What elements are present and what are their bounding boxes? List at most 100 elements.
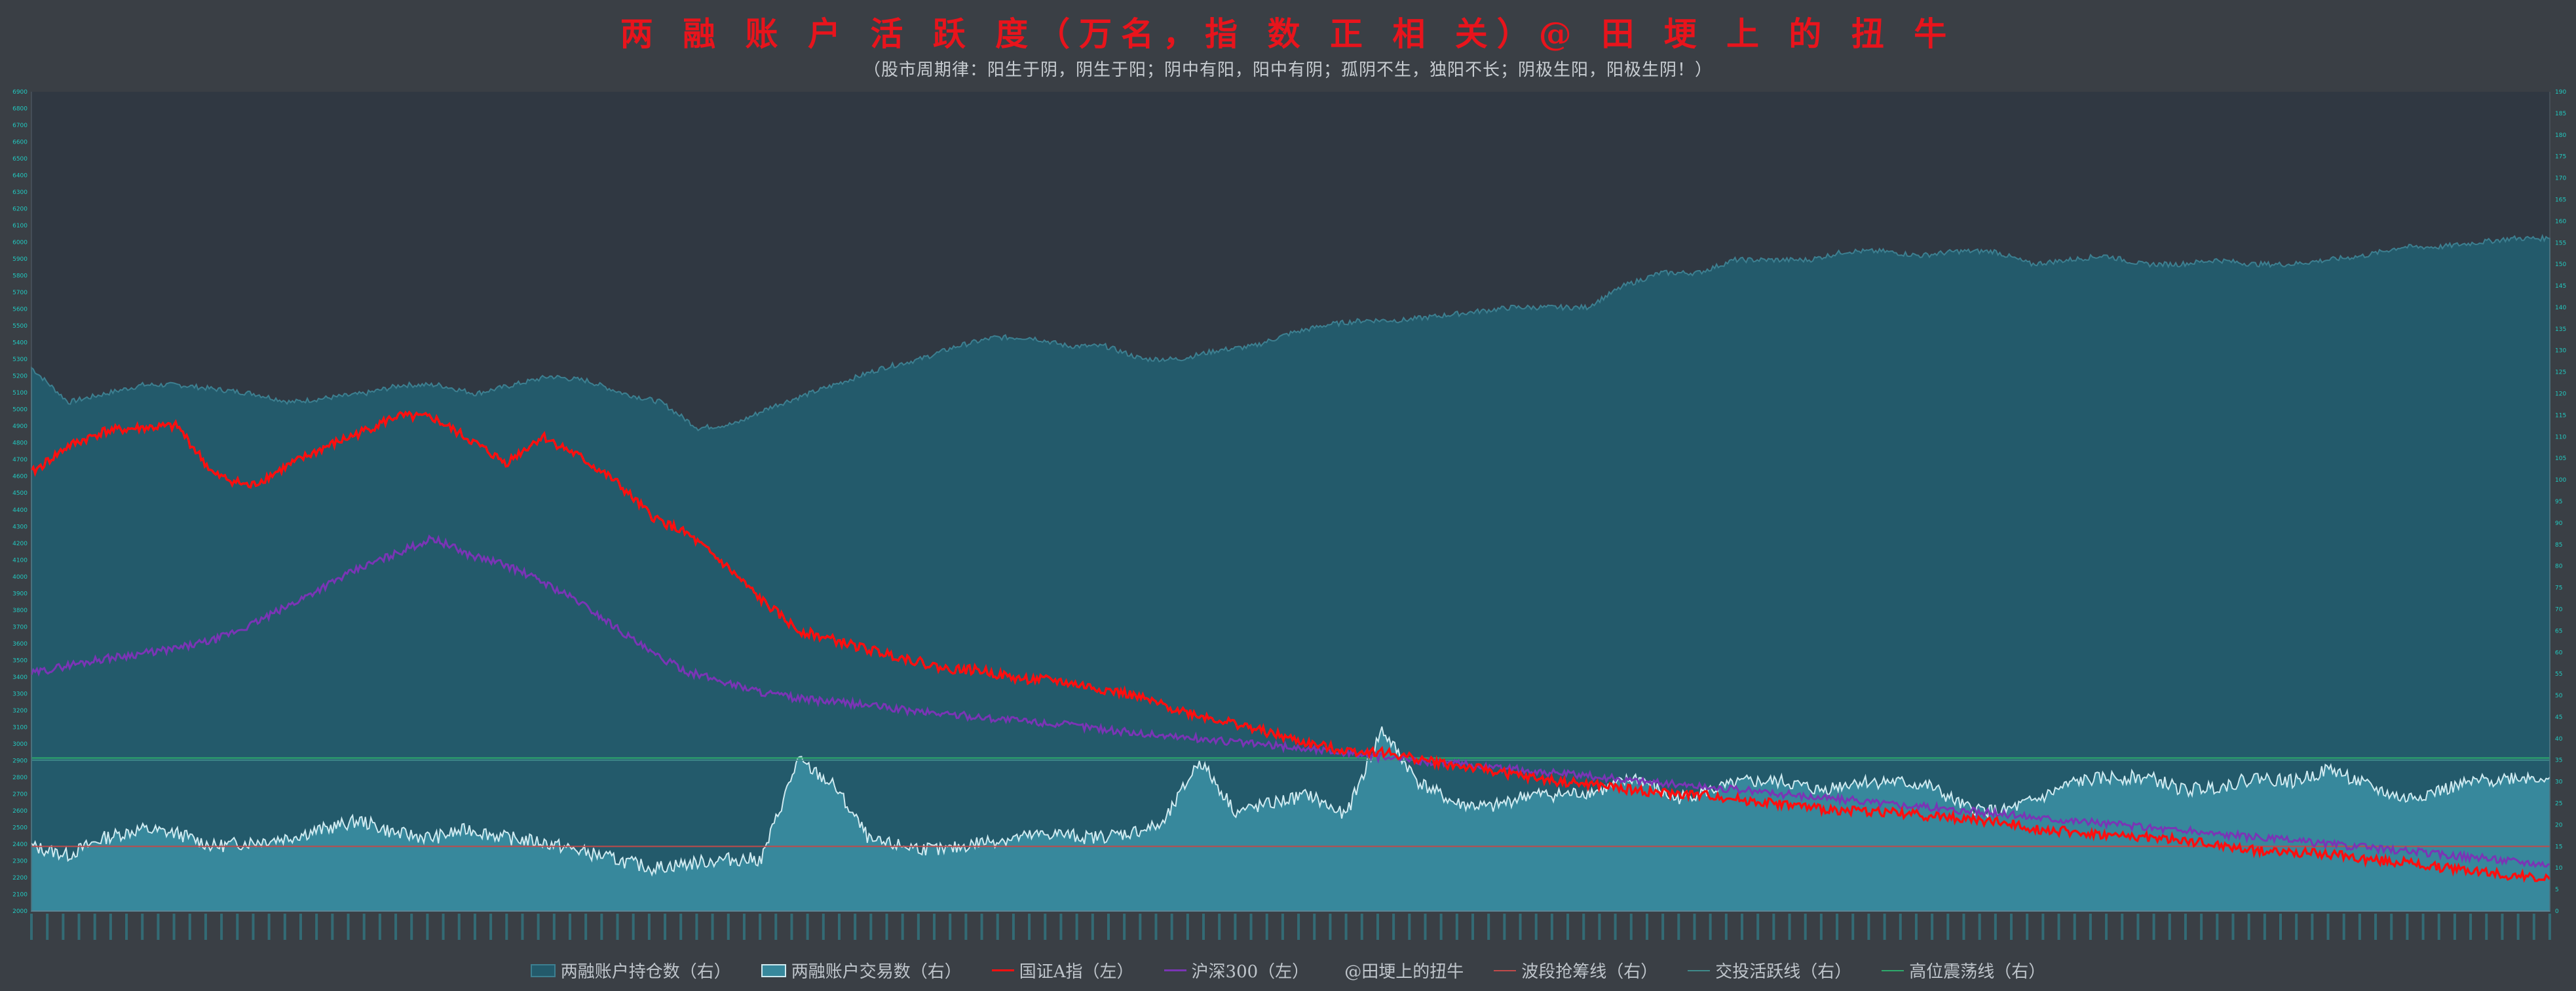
- x-tick-mark: [267, 914, 271, 940]
- x-axis: [30, 910, 2551, 940]
- x-tick-mark: [521, 914, 524, 940]
- x-tick-mark: [949, 914, 952, 940]
- x-tick-mark: [1297, 914, 1300, 940]
- x-tick-mark: [1313, 914, 1316, 940]
- x-tick-mark: [1439, 914, 1443, 940]
- x-tick-mark: [996, 914, 999, 940]
- x-tick-mark: [378, 914, 381, 940]
- legend-item[interactable]: 波段抢筹线（右）: [1494, 958, 1657, 982]
- x-tick-mark: [2200, 914, 2203, 940]
- legend-item[interactable]: 高位震荡线（右）: [1882, 958, 2045, 982]
- x-tick-mark: [1836, 914, 1839, 940]
- x-tick-mark: [1044, 914, 1047, 940]
- right-tick-label: 135: [2555, 326, 2566, 333]
- x-tick-mark: [1914, 914, 1918, 940]
- x-tick-mark: [917, 914, 920, 940]
- left-tick-label: 4300: [12, 524, 28, 530]
- x-tick-mark: [2548, 914, 2551, 940]
- legend-item[interactable]: 沪深300（左）: [1164, 958, 1310, 982]
- x-tick-mark: [188, 914, 191, 940]
- right-tick-label: 145: [2555, 283, 2566, 290]
- left-tick-label: 6200: [12, 206, 28, 213]
- legend-label: 波段抢筹线（右）: [1521, 962, 1658, 982]
- x-tick-mark: [62, 914, 65, 940]
- right-tick-label: 130: [2555, 348, 2566, 355]
- x-tick-mark: [489, 914, 493, 940]
- x-tick-mark: [2216, 914, 2219, 940]
- legend-item[interactable]: 两融账户交易数（右）: [761, 958, 962, 982]
- x-tick-mark: [885, 914, 888, 940]
- x-tick-mark: [2295, 914, 2298, 940]
- x-tick-mark: [679, 914, 683, 940]
- left-tick-label: 3100: [12, 724, 28, 731]
- x-tick-mark: [1693, 914, 1696, 940]
- x-tick-mark: [1059, 914, 1063, 940]
- series-index-a: [30, 410, 2551, 884]
- legend-label: 两融账户持仓数（右）: [560, 962, 731, 982]
- x-tick-mark: [600, 914, 603, 940]
- right-tick-label: 125: [2555, 370, 2566, 376]
- x-tick-mark: [1344, 914, 1348, 940]
- x-tick-mark: [2406, 914, 2409, 940]
- x-tick-mark: [837, 914, 841, 940]
- x-tick-mark: [1741, 914, 1744, 940]
- x-tick-mark: [299, 914, 302, 940]
- x-tick-mark: [742, 914, 746, 940]
- legend-label: 高位震荡线（右）: [1909, 962, 2046, 982]
- right-tick-label: 65: [2555, 628, 2562, 634]
- left-tick-label: 2700: [12, 791, 28, 798]
- right-tick-label: 25: [2555, 801, 2562, 807]
- x-tick-mark: [1566, 914, 1570, 940]
- x-tick-mark: [1756, 914, 1760, 940]
- right-tick-label: 170: [2555, 176, 2566, 182]
- x-tick-mark: [1614, 914, 1617, 940]
- left-tick-label: 4000: [12, 574, 28, 581]
- right-tick-label: 60: [2555, 650, 2563, 656]
- x-tick-mark: [236, 914, 239, 940]
- x-tick-mark: [1978, 914, 1981, 940]
- left-tick-label: 3500: [12, 657, 28, 664]
- x-tick-mark: [2057, 914, 2060, 940]
- x-tick-mark: [2516, 914, 2520, 940]
- x-tick-mark: [616, 914, 619, 940]
- left-tick-label: 5800: [12, 273, 28, 280]
- x-tick-mark: [2010, 914, 2013, 940]
- x-tick-mark: [1186, 914, 1189, 940]
- right-tick-label: 100: [2555, 477, 2566, 484]
- x-tick-mark: [1851, 914, 1855, 940]
- x-tick-mark: [1867, 914, 1870, 940]
- right-tick-label: 35: [2555, 758, 2562, 764]
- x-tick-mark: [1376, 914, 1379, 940]
- x-tick-mark: [2026, 914, 2029, 940]
- legend-item[interactable]: 两融账户持仓数（右）: [530, 958, 731, 982]
- x-tick-mark: [727, 914, 730, 940]
- right-tick-label: 40: [2555, 736, 2563, 743]
- x-tick-mark: [141, 914, 144, 940]
- x-tick-mark: [1075, 914, 1078, 940]
- x-tick-mark: [2105, 914, 2108, 940]
- x-tick-mark: [790, 914, 793, 940]
- x-tick-mark: [457, 914, 461, 940]
- legend-item[interactable]: 交投活跃线（右）: [1688, 958, 1851, 982]
- x-tick-mark: [2501, 914, 2504, 940]
- legend-item[interactable]: @田埂上的扭牛: [1339, 958, 1464, 982]
- x-tick-mark: [157, 914, 160, 940]
- legend-label: 沪深300（左）: [1191, 962, 1310, 982]
- x-tick-mark: [1645, 914, 1648, 940]
- left-tick-label: 5300: [12, 357, 28, 363]
- x-tick-mark: [1994, 914, 1997, 940]
- x-tick-mark: [2089, 914, 2092, 940]
- chart-subtitle: （股市周期律：阳生于阴，阴生于阳；阴中有阳，阳中有阴；孤阴不生，独阳不长；阴极生…: [863, 60, 1713, 80]
- x-tick-mark: [711, 914, 714, 940]
- right-tick-label: 90: [2555, 520, 2563, 527]
- legend-label: 国证A指（左）: [1019, 962, 1134, 982]
- x-tick-mark: [410, 914, 413, 940]
- left-tick-label: 4100: [12, 557, 28, 564]
- x-tick-mark: [1582, 914, 1585, 940]
- x-tick-mark: [473, 914, 476, 940]
- legend-item[interactable]: 国证A指（左）: [991, 958, 1134, 982]
- legend-swatch: [1688, 969, 1711, 971]
- right-tick-label: 85: [2555, 542, 2562, 549]
- left-tick-label: 2600: [12, 808, 28, 815]
- left-tick-label: 5600: [12, 307, 28, 313]
